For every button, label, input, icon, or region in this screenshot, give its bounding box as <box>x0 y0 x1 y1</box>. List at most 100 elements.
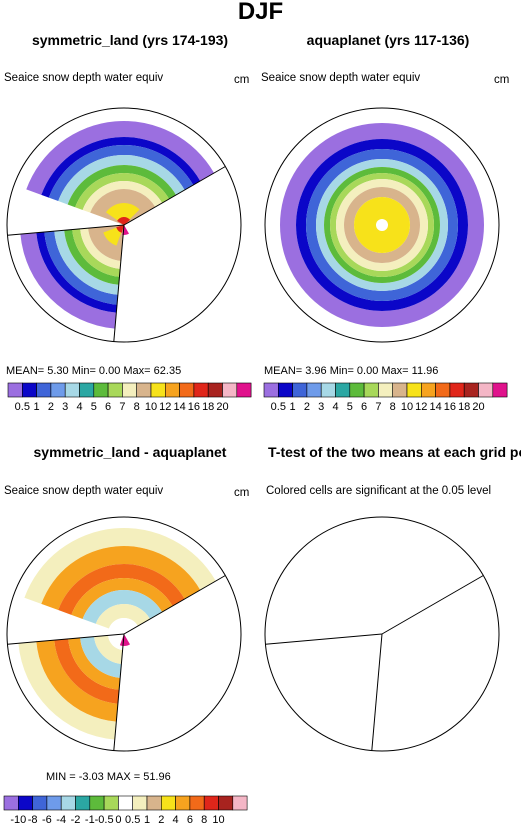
panel-2-colorbar-tick-label: 14 <box>429 401 441 413</box>
panel-3-colorbar-tick-label: -8 <box>28 814 38 825</box>
panel-2-units: cm <box>494 74 510 86</box>
panel-3-colorbar-tick-label: -2 <box>71 814 81 825</box>
panel-4-coast-2 <box>265 633 383 645</box>
panel-1-colorbar-swatch <box>165 382 180 398</box>
panel-1-pole-0 <box>117 217 131 225</box>
panel-1-colorbar-tick-label: 7 <box>119 401 125 413</box>
panel-3-colorbar: -10 -8 -6 -4 -2 -1 -0.5 0 0.5 1 2 4 6 8 10 <box>3 795 248 825</box>
panel-2-colorbar-swatch <box>306 382 322 398</box>
panel-2-stats: MEAN= 3.96 Min= 0.00 Max= 11.96 <box>264 365 439 377</box>
panel-3-coast-1 <box>113 633 125 751</box>
panel-3-colorbar-swatch <box>60 795 76 811</box>
panel-2-colorbar: 0.5 1 2 3 4 5 6 7 8 10 12 14 16 18 20 <box>263 382 508 413</box>
panel-2-colorbar-tick-label: 18 <box>458 401 470 413</box>
panel-2-colorbar-tick-label: 0.5 <box>271 401 286 413</box>
panel-3-band-1-0 <box>18 641 117 740</box>
panel-3-colorbar-swatch <box>17 795 33 811</box>
panel-1-colorbar-tick-label: 18 <box>202 401 214 413</box>
panel-3-band-0-0 <box>24 528 216 604</box>
panel-1-colorbar-swatch <box>236 382 252 398</box>
panel-3-band-0-2 <box>58 564 185 615</box>
panel-1-core-1 <box>103 227 122 246</box>
panel-1-colorbar-swatch <box>64 382 80 398</box>
panel-3-colorbar-swatch <box>3 795 19 811</box>
panel-2-colorbar-tick-label: 10 <box>401 401 413 413</box>
panel-3-colorbar-swatch <box>118 795 134 811</box>
panel-2-colorbar-tick-label: 7 <box>375 401 381 413</box>
panel-2-field <box>280 122 484 327</box>
panel-3-band-1-2 <box>54 638 120 704</box>
panel-3-band-0-1 <box>41 545 201 611</box>
panel-1-colorbar-swatch <box>207 382 223 398</box>
panel-1-colorbar-swatch <box>36 382 52 398</box>
panel-1-map-outline <box>6 107 242 343</box>
panel-3-colorbar-tick-label: 2 <box>158 814 164 825</box>
panel-1-colorbar-swatch <box>222 382 238 398</box>
panel-2-colorbar-tick-label: 2 <box>304 401 310 413</box>
panel-1-title: symmetric_land (yrs 174-193) <box>31 32 229 48</box>
panel-1-stats: MEAN= 5.30 Min= 0.00 Max= 62.35 <box>6 365 182 377</box>
panel-1-colorbar-tick-label: 3 <box>62 401 68 413</box>
panel-3-colorbar-swatch <box>75 795 91 811</box>
panel-3-colorbar-tick-label: 4 <box>173 814 179 825</box>
panel-3-colorbar-tick-label: 8 <box>201 814 207 825</box>
panel-3-colorbar-tick-label: 10 <box>212 814 224 825</box>
panel-1-coast-0 <box>123 166 226 226</box>
panel-2-pole <box>376 219 388 231</box>
panel-1-colorbar-swatch <box>79 382 95 398</box>
page-title: DJF <box>237 0 284 25</box>
panel-3-band-1-6 <box>108 634 124 650</box>
panel-3-colorbar-tick-label: -4 <box>56 814 66 825</box>
panel-1-band-1-5 <box>72 228 121 277</box>
panel-1-core-0 <box>105 203 140 222</box>
panel-4-coast-1 <box>371 633 383 751</box>
panel-2-colorbar-tick-label: 3 <box>318 401 324 413</box>
panel-2-colorbar-swatch <box>292 382 308 398</box>
panel-1-colorbar-swatch <box>179 382 195 398</box>
panel-3-colorbar-swatch <box>89 795 105 811</box>
panel-2-colorbar-swatch <box>378 382 393 398</box>
panel-3-colorbar-swatch <box>146 795 162 811</box>
panel-1-band-0-1 <box>41 136 201 198</box>
panel-1-band-0-0 <box>26 120 215 195</box>
panel-1-colorbar-tick-label: 10 <box>145 401 157 413</box>
panel-2-title: aquaplanet (yrs 117-136) <box>306 32 470 48</box>
panel-3-band-1-4 <box>80 636 122 678</box>
panel-1-colorbar-tick-label: 20 <box>216 401 228 413</box>
panel-3-colorbar-tick-label: 1 <box>144 814 150 825</box>
panel-1-band-0-4 <box>67 165 176 208</box>
panel-3-coast-0 <box>123 575 226 635</box>
panel-4-title: T-test of the two means at each grid poi… <box>268 444 521 460</box>
panel-2-colorbar-swatch <box>363 382 379 398</box>
panel-2-colorbar-tick-label: 20 <box>472 401 484 413</box>
panel-2-colorbar-swatch <box>478 382 494 398</box>
panel-2-colorbar-tick-label: 4 <box>332 401 338 413</box>
panel-2-colorbar-swatch <box>420 382 436 398</box>
panel-2-colorbar-tick-label: 8 <box>390 401 396 413</box>
panel-3-band-0-4 <box>82 590 163 624</box>
panel-1-colorbar-swatch <box>50 382 66 398</box>
panel-1-colorbar-tick-label: 8 <box>134 401 140 413</box>
panel-2-colorbar-tick-label: 16 <box>444 401 456 413</box>
panel-3-colorbar-swatch <box>175 795 191 811</box>
panel-1-band-1-4 <box>64 229 120 285</box>
panel-2-colorbar-swatch <box>435 382 451 398</box>
panel-2-colorbar-swatch <box>263 382 279 398</box>
panel-3-band-0-5 <box>95 604 150 629</box>
panel-2-colorbar-tick-label: 12 <box>415 401 427 413</box>
panel-1-band-0-2 <box>48 145 194 202</box>
panel-1-colorbar: 0.5 1 2 3 4 5 6 7 8 10 12 14 16 18 20 <box>7 382 252 413</box>
panel-4-map-outline <box>264 516 500 752</box>
panel-3-units: cm <box>234 487 250 499</box>
panel-2-subtitle: Seaice snow depth water equiv <box>261 72 421 84</box>
panel-2-colorbar-swatch <box>463 382 479 398</box>
panel-3-colorbar-swatch <box>161 795 176 811</box>
panel-1-colorbar-swatch <box>7 382 23 398</box>
panel-1-colorbar-swatch <box>107 382 123 398</box>
panel-3-map-outline <box>6 516 242 752</box>
panel-2-colorbar-swatch <box>335 382 351 398</box>
panel-1-colorbar-tick-label: 5 <box>91 401 97 413</box>
panel-1-colorbar-tick-label: 14 <box>173 401 185 413</box>
panel-2-colorbar-tick-label: 5 <box>347 401 353 413</box>
